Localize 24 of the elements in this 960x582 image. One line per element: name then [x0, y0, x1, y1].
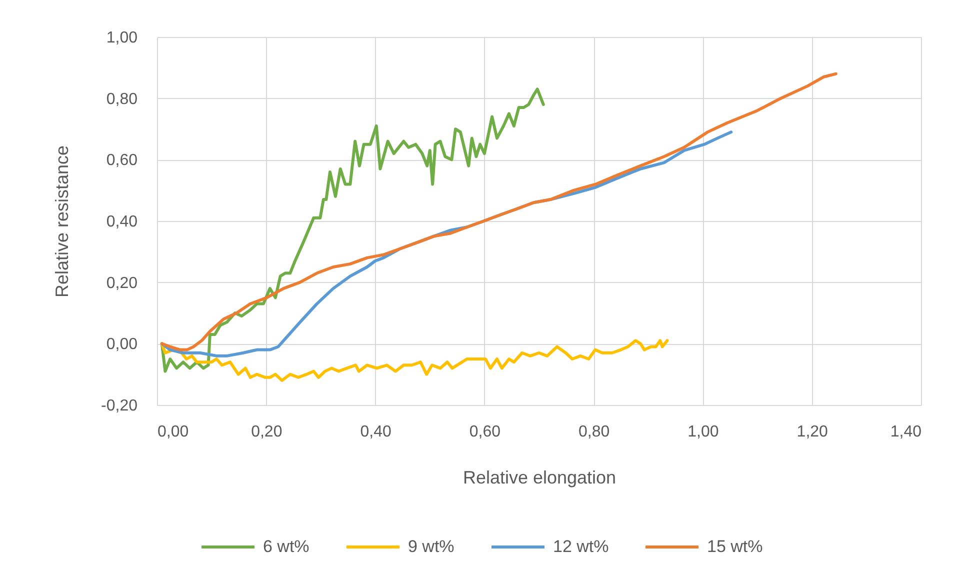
- y-tick-label: -0,20: [101, 398, 138, 414]
- legend-label: 15 wt%: [707, 537, 763, 556]
- x-axis-title: Relative elongation: [462, 468, 616, 488]
- x-tick-label: 0,00: [158, 424, 189, 440]
- x-tick-label: 1,20: [796, 424, 828, 440]
- y-tick-label: 0,00: [106, 336, 138, 354]
- y-axis-title: Relative resistance: [52, 145, 72, 298]
- x-tick-label: 0,60: [469, 424, 501, 440]
- x-tick-label: 1,00: [688, 424, 719, 440]
- legend-label: 6 wt%: [263, 537, 310, 556]
- y-tick-label: 0,60: [106, 152, 138, 170]
- legend-label: 12 wt%: [553, 537, 609, 556]
- line-series: [160, 72, 838, 352]
- y-tick-label: 0,20: [106, 274, 138, 292]
- x-tick-label: 0,40: [360, 424, 392, 440]
- y-tick-label: 0,40: [106, 214, 138, 230]
- line-series: [160, 339, 669, 382]
- y-tick-label: 1,00: [106, 30, 138, 46]
- line-series: [160, 88, 545, 373]
- y-tick-label: 0,80: [106, 90, 138, 108]
- x-tick-label: 0,20: [251, 424, 282, 440]
- x-tick-label: 0,80: [578, 424, 610, 440]
- x-tick-label: 1,40: [890, 424, 922, 440]
- legend-label: 9 wt%: [408, 537, 454, 556]
